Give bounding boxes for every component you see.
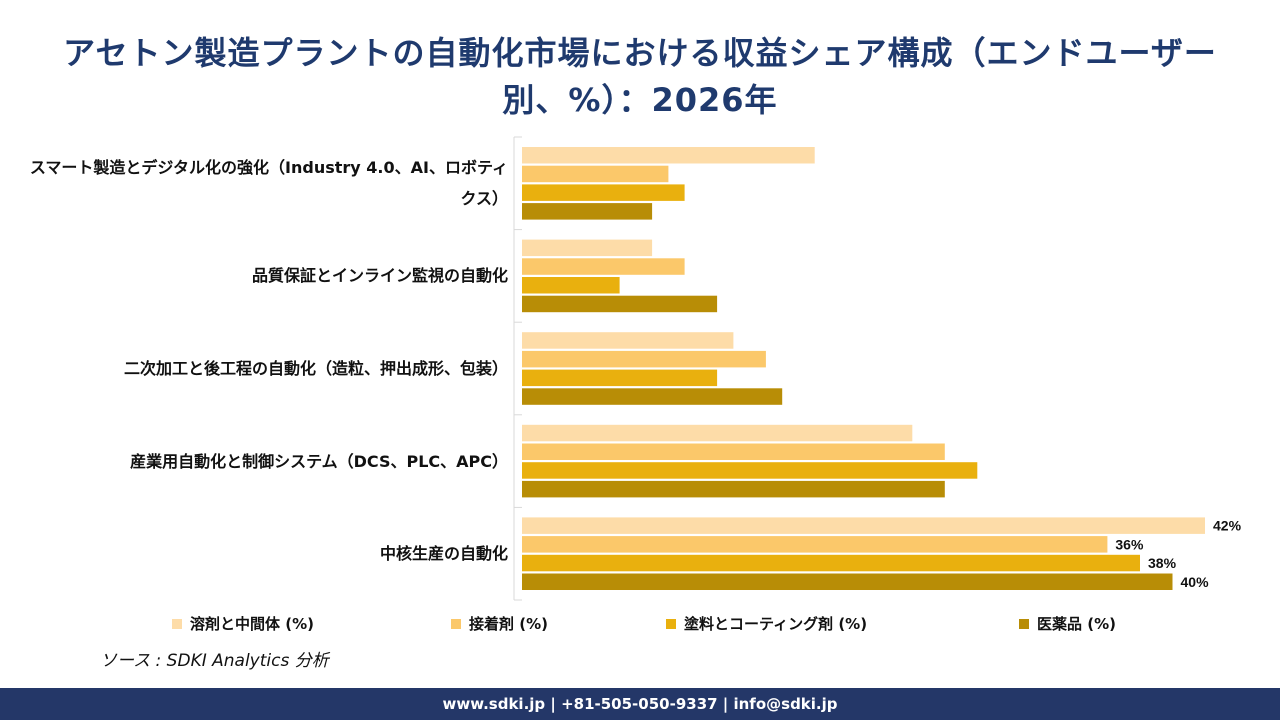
bar-series-1-cat-4 (522, 536, 1108, 553)
data-label: 42% (1213, 518, 1242, 534)
bar-series-2-cat-0 (522, 184, 685, 201)
bar-chart: 42% 36%38%40% (513, 136, 1242, 601)
legend-label: 接着剤 (%) (469, 615, 548, 633)
bar-series-1-cat-2 (522, 350, 766, 368)
data-label: 40% (1181, 574, 1210, 590)
bar-series-3-cat-0 (522, 203, 653, 220)
bar-series-0-cat-4 (522, 517, 1205, 534)
data-label: 38% (1148, 555, 1177, 571)
bar-series-3-cat-3 (522, 480, 945, 498)
legend-swatch (1019, 618, 1029, 629)
chart-legend: 溶剤と中間体 (%) 接着剤 (%) 塗料とコーティング剤 (%) 医薬品 (%) (0, 613, 1280, 639)
footer-contact: www.sdki.jp | +81-505-050-9337 | info@sd… (0, 688, 1280, 720)
bar-series-2-cat-3 (522, 462, 978, 479)
data-label: 36% (1115, 536, 1144, 552)
bar-series-0-cat-2 (522, 332, 734, 349)
category-label: 産業用自動化と制御システム（DCS、PLC、APC） (130, 451, 508, 471)
legend-swatch (172, 618, 182, 629)
chart-title: アセトン製造プラントの自動化市場における収益シェア構成（エンドユーザー別、%）：… (63, 34, 1217, 119)
legend-swatch (451, 618, 461, 629)
legend-item: 接着剤 (%) (451, 613, 548, 634)
legend-item: 塗料とコーティング剤 (%) (666, 613, 867, 634)
bar-series-2-cat-2 (522, 369, 718, 387)
legend-label: 溶剤と中間体 (%) (190, 615, 314, 633)
bar-series-3-cat-2 (522, 388, 783, 405)
source-note: ソース : SDKI Analytics 分析 (100, 651, 329, 671)
bar-series-3-cat-4 (522, 573, 1173, 590)
legend-label: 医薬品 (%) (1037, 615, 1116, 633)
category-label: 品質保証とインライン監視の自動化 (251, 266, 508, 286)
category-label: 二次加工と後工程の自動化（造粒、押出成形、包装） (123, 359, 508, 378)
category-label: スマート製造とデジタル化の強化（Industry 4.0、AI、ロボティクス） (29, 158, 508, 209)
bar-series-2-cat-4 (522, 554, 1140, 572)
bar-series-1-cat-0 (522, 165, 669, 183)
bar-series-0-cat-0 (522, 147, 815, 164)
legend-label: 塗料とコーティング剤 (%) (684, 615, 868, 633)
bar-series-2-cat-1 (522, 277, 620, 294)
bar-series-0-cat-1 (522, 239, 653, 257)
legend-item: 溶剤と中間体 (%) (172, 613, 314, 634)
legend-swatch (666, 618, 676, 629)
category-label: 中核生産の自動化 (379, 544, 508, 564)
bar-series-0-cat-3 (522, 424, 913, 442)
legend-item: 医薬品 (%) (1019, 613, 1116, 634)
bar-series-1-cat-1 (522, 258, 685, 275)
bar-series-3-cat-1 (522, 295, 718, 313)
bar-series-1-cat-3 (522, 443, 945, 460)
